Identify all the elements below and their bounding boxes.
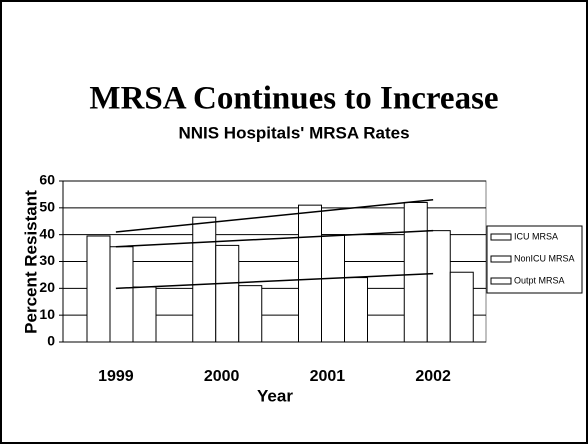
trend-line bbox=[115, 272, 434, 290]
x-tick-label: 2002 bbox=[415, 368, 451, 385]
legend-swatch bbox=[490, 277, 512, 285]
bar bbox=[449, 271, 474, 343]
y-tick-label: 60 bbox=[39, 172, 55, 188]
legend-label: Outpt MRSA bbox=[514, 275, 565, 285]
y-tick-label: 50 bbox=[39, 199, 55, 215]
bar bbox=[344, 277, 368, 343]
bar bbox=[238, 285, 263, 343]
trend-line bbox=[115, 229, 434, 248]
bar bbox=[109, 246, 134, 343]
bar bbox=[215, 244, 240, 343]
legend-label: NonICU MRSA bbox=[514, 253, 575, 263]
y-tick-label: 0 bbox=[47, 333, 55, 349]
legend-label: ICU MRSA bbox=[514, 231, 558, 241]
y-tick-label: 10 bbox=[39, 306, 55, 322]
bar bbox=[403, 201, 428, 343]
bar bbox=[86, 235, 111, 343]
y-axis-label: Percent Resistant bbox=[21, 190, 40, 334]
bar bbox=[321, 234, 345, 343]
chart-subtitle: NNIS Hospitals' MRSA Rates bbox=[178, 123, 409, 142]
y-tick-label: 20 bbox=[39, 279, 55, 295]
x-tick-label: 1999 bbox=[98, 368, 134, 385]
trend-line bbox=[115, 199, 434, 233]
legend-swatch bbox=[490, 233, 512, 241]
bar bbox=[426, 230, 451, 343]
bar bbox=[132, 286, 157, 343]
y-tick-label: 40 bbox=[39, 225, 55, 241]
chart-title: MRSA Continues to Increase bbox=[89, 81, 498, 117]
bar bbox=[192, 216, 217, 343]
y-tick-label: 30 bbox=[39, 252, 55, 268]
bar bbox=[298, 204, 322, 343]
x-tick-label: 2000 bbox=[204, 368, 240, 385]
x-tick-label: 2001 bbox=[310, 368, 346, 385]
x-axis-label: Year bbox=[257, 386, 293, 405]
legend-swatch bbox=[490, 255, 512, 263]
